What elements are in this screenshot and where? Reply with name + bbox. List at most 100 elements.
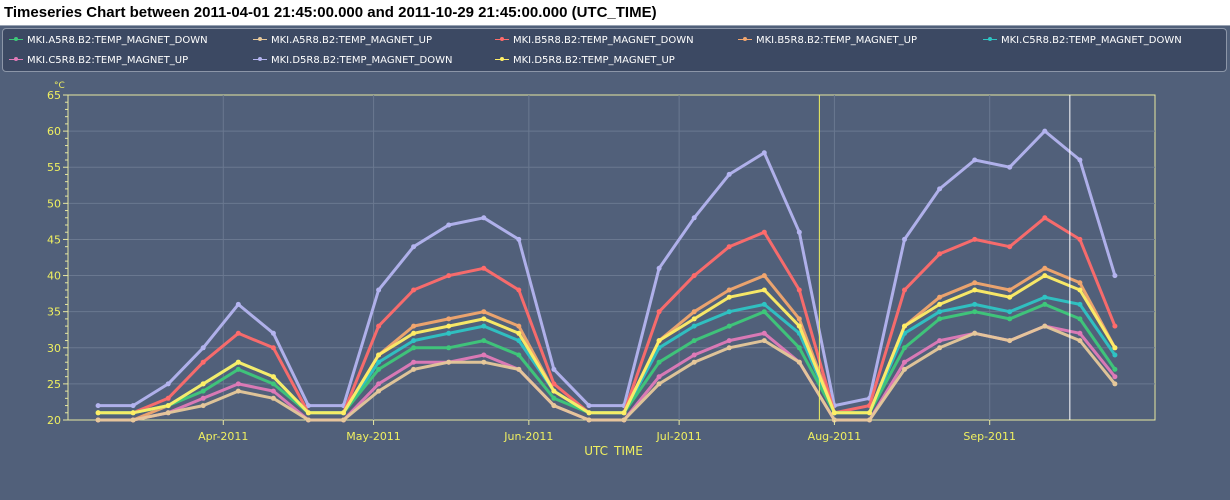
legend-swatch-icon xyxy=(9,35,23,45)
data-point xyxy=(621,410,627,416)
y-tick-label: 25 xyxy=(47,378,61,391)
y-tick-label: 40 xyxy=(47,270,61,283)
data-point xyxy=(1077,316,1083,322)
data-point xyxy=(656,309,662,315)
data-point xyxy=(235,381,241,387)
data-point xyxy=(446,323,452,329)
data-point xyxy=(1112,366,1118,372)
data-point xyxy=(1112,345,1118,351)
data-point xyxy=(516,287,522,293)
data-point xyxy=(902,366,907,372)
data-point xyxy=(130,403,136,409)
data-point xyxy=(761,273,767,279)
data-point xyxy=(796,229,802,235)
plot-border xyxy=(67,94,1156,421)
data-point xyxy=(691,215,697,221)
legend-item: MKI.B5R8.B2:TEMP_MAGNET_DOWN xyxy=(495,33,694,47)
data-point xyxy=(446,345,452,351)
data-point xyxy=(481,316,487,322)
data-point xyxy=(937,338,943,344)
y-tick-label: 55 xyxy=(47,161,61,174)
legend-item: MKI.C5R8.B2:TEMP_MAGNET_UP xyxy=(9,53,188,67)
data-point xyxy=(972,280,978,286)
data-point xyxy=(796,345,802,351)
data-point xyxy=(446,273,452,279)
data-point xyxy=(235,330,241,336)
data-point xyxy=(376,323,382,329)
data-point xyxy=(1112,381,1118,387)
data-point xyxy=(972,301,978,307)
data-point xyxy=(691,316,697,322)
data-point xyxy=(1007,164,1013,170)
data-point xyxy=(972,236,978,242)
data-point xyxy=(691,273,697,279)
data-point xyxy=(972,287,978,293)
y-tick-label: 45 xyxy=(47,233,61,246)
data-point xyxy=(446,222,452,228)
data-point xyxy=(481,215,487,221)
data-point xyxy=(235,388,241,394)
data-point xyxy=(165,381,171,387)
data-point xyxy=(551,395,557,401)
data-point xyxy=(726,287,732,293)
data-point xyxy=(656,338,662,344)
data-point xyxy=(937,294,943,300)
data-point xyxy=(481,309,487,315)
data-point xyxy=(726,244,732,250)
x-axis-label: UTC_TIME xyxy=(584,444,643,456)
data-point xyxy=(95,410,101,416)
series-layer xyxy=(95,95,1118,423)
data-point xyxy=(411,345,417,351)
data-point xyxy=(796,359,802,365)
y-tick-label: 20 xyxy=(47,414,61,427)
data-point xyxy=(1077,301,1083,307)
data-point xyxy=(165,410,171,416)
legend-item: MKI.A5R8.B2:TEMP_MAGNET_DOWN xyxy=(9,33,208,47)
data-point xyxy=(270,395,276,401)
data-point xyxy=(796,323,802,329)
data-point xyxy=(411,244,417,250)
data-point xyxy=(937,316,943,322)
data-point xyxy=(165,395,171,401)
data-point xyxy=(411,330,417,336)
data-point xyxy=(761,229,767,235)
data-point xyxy=(341,417,346,423)
data-point xyxy=(516,330,522,336)
data-point xyxy=(621,417,627,423)
legend-label: MKI.A5R8.B2:TEMP_MAGNET_UP xyxy=(271,34,432,46)
data-point xyxy=(691,359,697,365)
data-point xyxy=(1112,273,1118,279)
chart-legend: MKI.A5R8.B2:TEMP_MAGNET_DOWN MKI.A5R8.B2:… xyxy=(2,28,1227,72)
data-point xyxy=(656,265,662,271)
data-point xyxy=(937,301,943,307)
data-point xyxy=(902,359,907,365)
series-mki-a5r8-b2-temp-magnet-up xyxy=(95,323,1118,423)
data-point xyxy=(481,352,487,358)
legend-label: MKI.B5R8.B2:TEMP_MAGNET_DOWN xyxy=(513,34,694,46)
data-point xyxy=(270,330,276,336)
data-point xyxy=(551,388,557,394)
series-line xyxy=(98,129,1117,408)
data-point xyxy=(1112,374,1118,380)
data-point xyxy=(586,410,592,416)
data-point xyxy=(902,323,907,329)
data-point xyxy=(446,316,452,322)
legend-item: MKI.D5R8.B2:TEMP_MAGNET_UP xyxy=(495,53,675,67)
legend-item: MKI.B5R8.B2:TEMP_MAGNET_UP xyxy=(738,33,917,47)
data-point xyxy=(586,403,592,409)
timeseries-chart[interactable]: 20 25 30 35 40 45 50 55 60 65°C Apr-2011 May-2011 J… xyxy=(0,76,1230,456)
data-point xyxy=(796,287,802,293)
series-mki-b5r8-b2-temp-magnet-up xyxy=(95,265,1118,423)
x-tick-label: Apr-2011 xyxy=(198,430,248,443)
x-tick-label: May-2011 xyxy=(346,430,401,443)
legend-swatch-icon xyxy=(9,55,23,65)
data-point xyxy=(761,330,767,336)
y-tick-label: 30 xyxy=(47,342,61,355)
data-point xyxy=(691,338,697,344)
data-point xyxy=(726,338,732,344)
y-axis: 20 25 30 35 40 45 50 55 60 65°C xyxy=(47,81,69,427)
data-point xyxy=(516,352,522,358)
data-point xyxy=(972,309,978,315)
data-point xyxy=(902,236,907,242)
legend-label: MKI.C5R8.B2:TEMP_MAGNET_UP xyxy=(27,54,189,66)
